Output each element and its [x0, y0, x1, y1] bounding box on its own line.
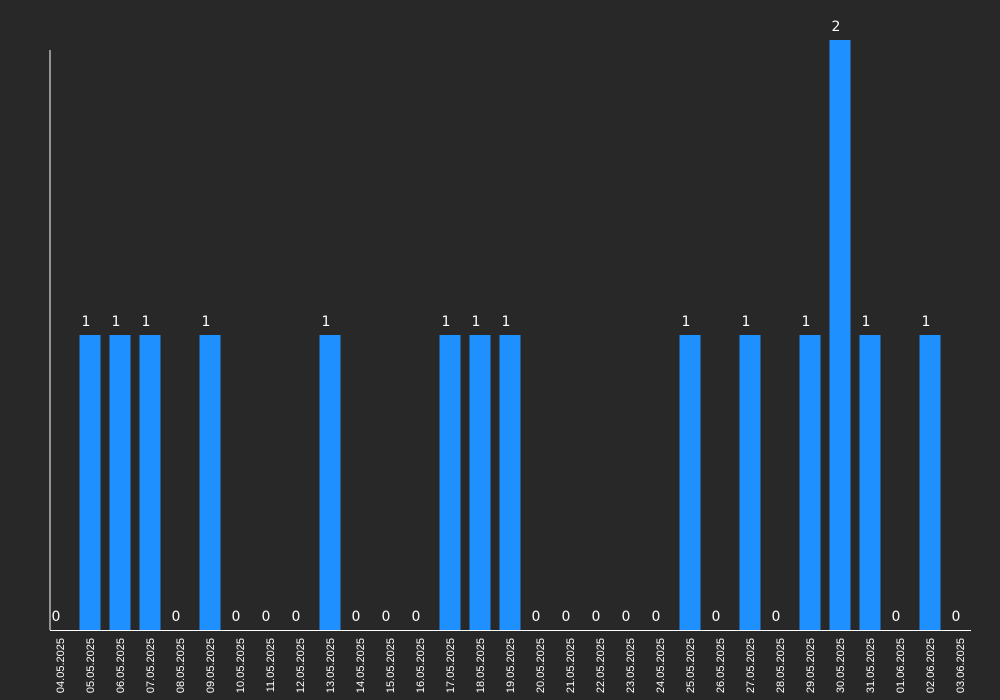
value-label-30.05.2025: 2 — [832, 19, 841, 35]
value-label-15.05.2025: 0 — [382, 609, 391, 625]
bar-02.06.2025 — [919, 335, 941, 630]
x-tick-label-17.05.2025: 17.05.2025 — [445, 638, 457, 693]
value-label-25.05.2025: 1 — [682, 314, 691, 330]
bar-18.05.2025 — [469, 335, 491, 630]
value-label-28.05.2025: 0 — [772, 609, 781, 625]
value-label-20.05.2025: 0 — [532, 609, 541, 625]
x-tick-label-01.06.2025: 01.06.2025 — [895, 638, 907, 693]
x-tick-label-16.05.2025: 16.05.2025 — [415, 638, 427, 693]
value-label-11.05.2025: 0 — [262, 609, 271, 625]
bar-25.05.2025 — [679, 335, 701, 630]
x-tick-label-26.05.2025: 26.05.2025 — [715, 638, 727, 693]
value-label-08.05.2025: 0 — [172, 609, 181, 625]
x-tick-label-18.05.2025: 18.05.2025 — [475, 638, 487, 693]
value-label-09.05.2025: 1 — [202, 314, 211, 330]
x-tick-label-15.05.2025: 15.05.2025 — [385, 638, 397, 693]
value-label-29.05.2025: 1 — [802, 314, 811, 330]
x-tick-label-12.05.2025: 12.05.2025 — [295, 638, 307, 693]
bar-30.05.2025 — [829, 40, 851, 630]
x-tick-label-19.05.2025: 19.05.2025 — [505, 638, 517, 693]
x-tick-label-22.05.2025: 22.05.2025 — [595, 638, 607, 693]
x-tick-label-11.05.2025: 11.05.2025 — [265, 638, 277, 692]
value-label-02.06.2025: 1 — [922, 314, 931, 330]
x-tick-label-30.05.2025: 30.05.2025 — [835, 638, 847, 693]
value-label-21.05.2025: 0 — [562, 609, 571, 625]
x-tick-label-14.05.2025: 14.05.2025 — [355, 638, 367, 693]
x-tick-label-25.05.2025: 25.05.2025 — [685, 638, 697, 693]
bar-29.05.2025 — [799, 335, 821, 630]
x-tick-label-09.05.2025: 09.05.2025 — [205, 638, 217, 693]
bar-09.05.2025 — [199, 335, 221, 630]
x-tick-label-08.05.2025: 08.05.2025 — [175, 638, 187, 693]
value-label-17.05.2025: 1 — [442, 314, 451, 330]
x-tick-label-27.05.2025: 27.05.2025 — [745, 638, 757, 693]
value-label-26.05.2025: 0 — [712, 609, 721, 625]
x-tick-label-31.05.2025: 31.05.2025 — [865, 638, 877, 693]
x-tick-label-02.06.2025: 02.06.2025 — [925, 638, 937, 693]
value-label-07.05.2025: 1 — [142, 314, 151, 330]
value-label-22.05.2025: 0 — [592, 609, 601, 625]
x-tick-label-06.05.2025: 06.05.2025 — [115, 638, 127, 693]
value-label-13.05.2025: 1 — [322, 314, 331, 330]
value-label-14.05.2025: 0 — [352, 609, 361, 625]
value-label-16.05.2025: 0 — [412, 609, 421, 625]
x-tick-label-20.05.2025: 20.05.2025 — [535, 638, 547, 693]
value-label-23.05.2025: 0 — [622, 609, 631, 625]
x-tick-label-29.05.2025: 29.05.2025 — [805, 638, 817, 693]
x-tick-label-21.05.2025: 21.05.2025 — [565, 638, 577, 693]
value-label-10.05.2025: 0 — [232, 609, 241, 625]
x-tick-label-10.05.2025: 10.05.2025 — [235, 638, 247, 693]
bar-06.05.2025 — [109, 335, 131, 630]
x-tick-label-04.05.2025: 04.05.2025 — [55, 638, 67, 693]
bar-19.05.2025 — [499, 335, 521, 630]
bar-27.05.2025 — [739, 335, 761, 630]
bar-13.05.2025 — [319, 335, 341, 630]
value-label-18.05.2025: 1 — [472, 314, 481, 330]
value-label-24.05.2025: 0 — [652, 609, 661, 625]
value-labels-layer: 0 1 1 1 0 1 0 0 0 1 0 0 0 1 1 1 0 0 0 0 0 1 0 1 0 1 2 1 0 1 0 — [52, 19, 961, 625]
x-tick-label-24.05.2025: 24.05.2025 — [655, 638, 667, 693]
x-tick-label-28.05.2025: 28.05.2025 — [775, 638, 787, 693]
value-label-27.05.2025: 1 — [742, 314, 751, 330]
value-label-19.05.2025: 1 — [502, 314, 511, 330]
value-label-03.06.2025: 0 — [952, 609, 961, 625]
x-tick-labels-layer: 04.05.2025 05.05.2025 06.05.2025 07.05.2025… — [55, 638, 967, 693]
value-label-01.06.2025: 0 — [892, 609, 901, 625]
bar-07.05.2025 — [139, 335, 161, 630]
value-label-04.05.2025: 0 — [52, 609, 61, 625]
x-tick-label-03.06.2025: 03.06.2025 — [955, 638, 967, 693]
x-tick-label-23.05.2025: 23.05.2025 — [625, 638, 637, 693]
x-tick-label-05.05.2025: 05.05.2025 — [85, 638, 97, 693]
bar-17.05.2025 — [439, 335, 461, 630]
x-tick-label-07.05.2025: 07.05.2025 — [145, 638, 157, 693]
value-label-06.05.2025: 1 — [112, 314, 121, 330]
value-label-05.05.2025: 1 — [82, 314, 91, 330]
bar-05.05.2025 — [79, 335, 101, 630]
value-label-12.05.2025: 0 — [292, 609, 301, 625]
bar-31.05.2025 — [859, 335, 881, 630]
value-label-31.05.2025: 1 — [862, 314, 871, 330]
bars-layer — [79, 40, 941, 630]
x-tick-label-13.05.2025: 13.05.2025 — [325, 638, 337, 693]
